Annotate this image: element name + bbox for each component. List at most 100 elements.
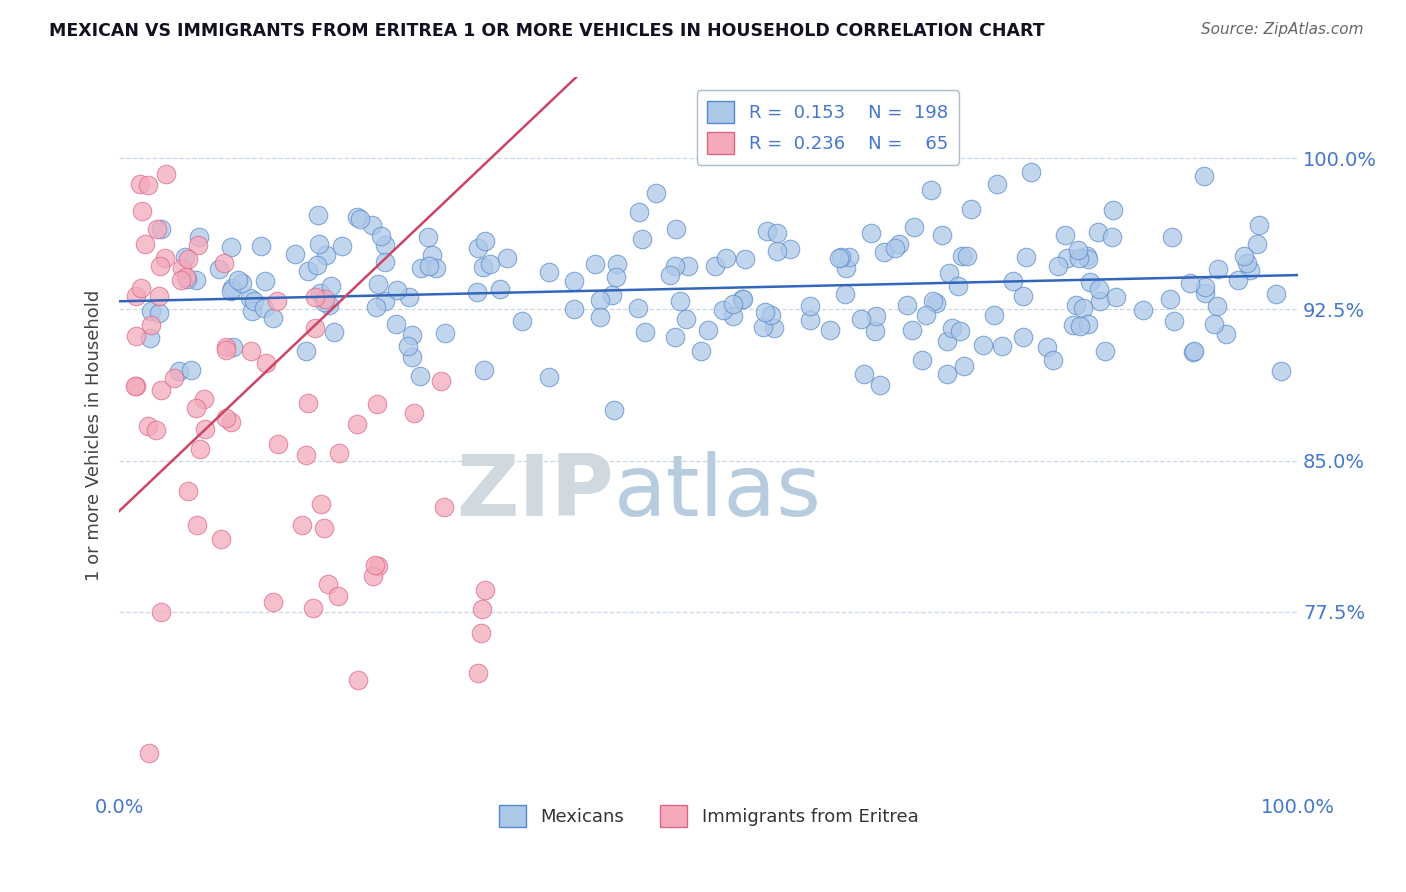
Point: [139, 303, 162, 318]
Point: [1077, 252, 1099, 266]
Point: [239, 344, 262, 359]
Point: [222, 340, 245, 354]
Point: [470, 626, 492, 640]
Point: [262, 595, 284, 609]
Point: [187, 230, 209, 244]
Point: [510, 314, 533, 328]
Point: [537, 265, 560, 279]
Point: [1264, 287, 1286, 301]
Point: [627, 301, 650, 315]
Point: [1206, 261, 1229, 276]
Point: [311, 498, 333, 512]
Point: [433, 326, 456, 340]
Point: [138, 746, 160, 760]
Point: [936, 334, 959, 349]
Point: [754, 305, 776, 319]
Point: [675, 311, 697, 326]
Point: [1078, 275, 1101, 289]
Point: [690, 344, 713, 359]
Point: [1101, 203, 1123, 218]
Point: [323, 325, 346, 339]
Point: [1163, 314, 1185, 328]
Point: [472, 260, 495, 274]
Point: [290, 517, 312, 532]
Point: [1047, 259, 1070, 273]
Point: [669, 294, 692, 309]
Point: [1002, 274, 1025, 288]
Point: [149, 222, 172, 236]
Point: [869, 377, 891, 392]
Point: [131, 203, 153, 218]
Point: [1066, 244, 1088, 258]
Point: [1194, 280, 1216, 294]
Point: [374, 238, 396, 252]
Point: [177, 252, 200, 266]
Point: [1246, 236, 1268, 251]
Point: [986, 177, 1008, 191]
Point: [231, 276, 253, 290]
Point: [295, 448, 318, 462]
Point: [1101, 230, 1123, 244]
Point: [605, 270, 627, 285]
Point: [1236, 256, 1258, 270]
Point: [953, 359, 976, 374]
Point: [479, 257, 502, 271]
Point: [818, 323, 841, 337]
Point: [208, 262, 231, 277]
Point: [312, 521, 335, 535]
Point: [346, 417, 368, 432]
Point: [215, 340, 238, 354]
Point: [148, 289, 170, 303]
Point: [1042, 353, 1064, 368]
Point: [425, 261, 447, 276]
Point: [583, 256, 606, 270]
Point: [326, 589, 349, 603]
Point: [188, 442, 211, 457]
Point: [935, 367, 957, 381]
Point: [347, 673, 370, 688]
Point: [911, 353, 934, 368]
Point: [136, 178, 159, 193]
Point: [1035, 340, 1057, 354]
Point: [374, 293, 396, 308]
Point: [658, 268, 681, 282]
Point: [318, 298, 340, 312]
Text: ZIP: ZIP: [457, 451, 614, 534]
Point: [364, 558, 387, 572]
Point: [756, 224, 779, 238]
Point: [630, 232, 652, 246]
Point: [176, 270, 198, 285]
Point: [125, 329, 148, 343]
Point: [361, 219, 384, 233]
Point: [314, 292, 336, 306]
Point: [467, 241, 489, 255]
Point: [219, 240, 242, 254]
Point: [420, 248, 443, 262]
Point: [734, 252, 756, 266]
Point: [887, 236, 910, 251]
Point: [589, 310, 612, 325]
Point: [1019, 165, 1042, 179]
Point: [139, 318, 162, 333]
Point: [242, 293, 264, 308]
Point: [267, 437, 290, 451]
Point: [215, 410, 238, 425]
Point: [883, 241, 905, 255]
Point: [1239, 262, 1261, 277]
Point: [1161, 229, 1184, 244]
Point: [149, 259, 172, 273]
Point: [1205, 299, 1227, 313]
Point: [367, 277, 389, 292]
Point: [1204, 317, 1226, 331]
Point: [676, 259, 699, 273]
Point: [209, 532, 232, 546]
Point: [1077, 317, 1099, 331]
Point: [838, 250, 860, 264]
Point: [759, 308, 782, 322]
Point: [398, 291, 420, 305]
Point: [751, 320, 773, 334]
Point: [931, 227, 953, 242]
Point: [896, 298, 918, 312]
Point: [863, 324, 886, 338]
Point: [139, 331, 162, 345]
